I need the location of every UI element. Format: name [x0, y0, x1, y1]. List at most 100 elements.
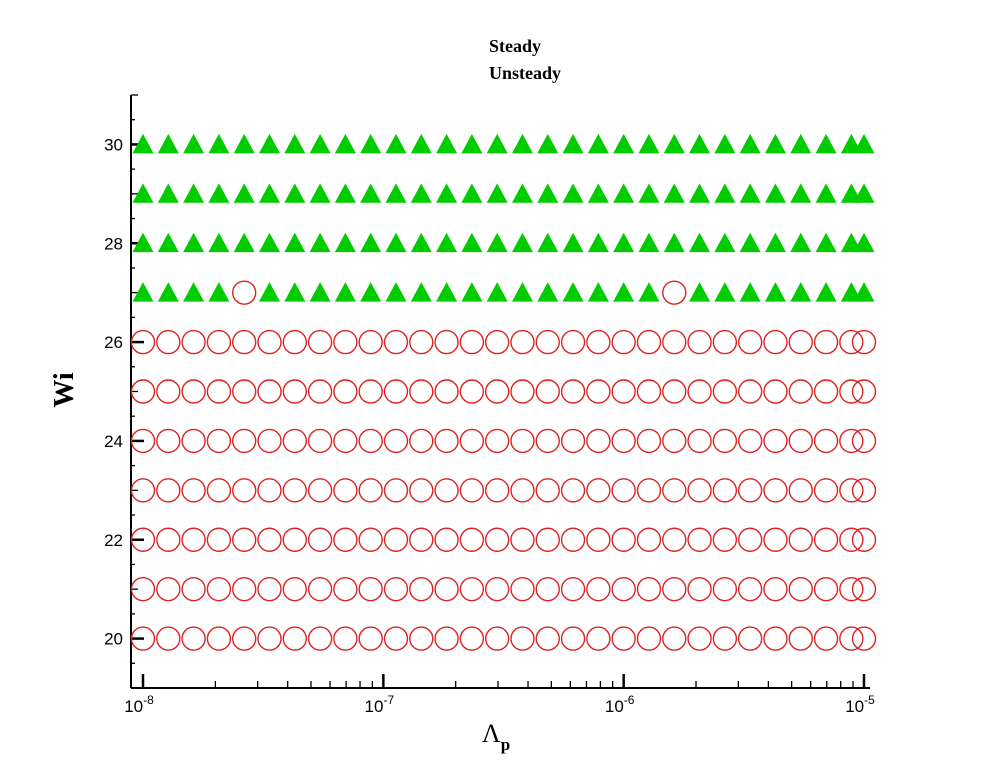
unsteady-marker — [636, 626, 662, 651]
unsteady-marker — [763, 527, 788, 552]
unsteady-marker — [737, 329, 763, 355]
unsteady-marker — [813, 478, 839, 503]
steady-marker — [537, 133, 559, 154]
unsteady-marker — [434, 329, 459, 355]
unsteady-marker — [130, 478, 156, 503]
unsteady-marker — [839, 428, 864, 454]
unsteady-marker — [130, 527, 156, 552]
steady-marker — [689, 183, 711, 203]
steady-marker — [739, 282, 761, 302]
unsteady-marker — [535, 379, 560, 404]
unsteady-marker — [459, 329, 485, 355]
steady-marker — [436, 183, 458, 203]
unsteady-marker — [383, 576, 409, 602]
unsteady-marker — [586, 329, 611, 355]
steady-marker — [309, 133, 331, 154]
steady-marker — [638, 282, 660, 302]
unsteady-marker — [535, 576, 560, 602]
unsteady-marker — [434, 626, 459, 651]
x-tick-label: 10-5 — [845, 693, 875, 716]
unsteady-marker — [510, 576, 535, 602]
unsteady-marker — [662, 379, 687, 404]
steady-marker — [334, 232, 356, 253]
steady-marker — [258, 232, 280, 253]
unsteady-marker — [535, 527, 560, 552]
steady-marker — [739, 133, 761, 154]
steady-marker — [157, 133, 179, 154]
steady-marker — [334, 183, 356, 203]
steady-marker — [663, 232, 685, 253]
unsteady-marker — [560, 428, 586, 454]
steady-marker — [537, 183, 559, 203]
unsteady-marker — [130, 379, 156, 404]
x-tick-base: 10 — [845, 697, 864, 716]
steady-marker — [537, 282, 559, 302]
markers — [130, 133, 877, 651]
unsteady-marker — [156, 576, 181, 602]
steady-marker — [461, 183, 483, 203]
unsteady-marker — [687, 576, 712, 602]
unsteady-marker — [839, 626, 864, 651]
steady-marker — [537, 232, 559, 253]
unsteady-marker — [611, 478, 636, 503]
x-axis-label-subscript: p — [501, 735, 510, 754]
unsteady-marker — [788, 576, 813, 602]
unsteady-marker — [737, 626, 763, 651]
steady-marker — [486, 133, 508, 154]
unsteady-marker — [409, 428, 434, 454]
unsteady-marker — [206, 626, 232, 651]
unsteady-marker — [484, 478, 510, 503]
unsteady-marker — [788, 379, 813, 404]
steady-marker — [284, 232, 306, 253]
unsteady-marker — [383, 379, 409, 404]
x-tick-exponent: -6 — [624, 693, 635, 707]
unsteady-marker — [231, 478, 257, 503]
unsteady-marker — [813, 329, 839, 355]
unsteady-marker — [383, 626, 409, 651]
unsteady-marker — [383, 527, 409, 552]
steady-marker — [132, 232, 154, 253]
unsteady-marker — [788, 329, 813, 355]
unsteady-marker — [687, 527, 712, 552]
x-tick-label: 10-6 — [605, 693, 635, 716]
unsteady-marker — [130, 576, 156, 602]
unsteady-marker — [851, 478, 877, 503]
unsteady-marker — [763, 478, 788, 503]
steady-marker — [587, 133, 609, 154]
steady-marker — [284, 183, 306, 203]
unsteady-marker — [712, 478, 738, 503]
unsteady-marker — [662, 478, 687, 503]
steady-marker — [410, 183, 432, 203]
steady-marker — [790, 133, 812, 154]
unsteady-marker — [459, 527, 485, 552]
steady-marker — [613, 232, 635, 253]
unsteady-marker — [586, 428, 611, 454]
unsteady-marker — [560, 626, 586, 651]
unsteady-marker — [737, 428, 763, 454]
unsteady-marker — [851, 379, 877, 404]
unsteady-marker — [459, 379, 485, 404]
unsteady-marker — [156, 379, 181, 404]
unsteady-marker — [560, 478, 586, 503]
unsteady-marker — [662, 428, 687, 454]
unsteady-marker — [257, 428, 282, 454]
x-tick-base: 10 — [124, 697, 143, 716]
steady-marker — [486, 183, 508, 203]
unsteady-marker — [662, 280, 687, 305]
unsteady-marker — [763, 576, 788, 602]
unsteady-marker — [712, 626, 738, 651]
steady-marker — [587, 282, 609, 302]
steady-marker — [385, 183, 407, 203]
x-tick-exponent: -8 — [143, 693, 154, 707]
unsteady-marker — [231, 626, 257, 651]
unsteady-marker — [839, 478, 864, 503]
steady-marker — [511, 133, 533, 154]
unsteady-marker — [813, 428, 839, 454]
x-tick-exponent: -5 — [864, 693, 875, 707]
unsteady-marker — [851, 576, 877, 602]
unsteady-marker — [662, 329, 687, 355]
unsteady-marker — [662, 527, 687, 552]
unsteady-marker — [434, 478, 459, 503]
unsteady-marker — [813, 527, 839, 552]
